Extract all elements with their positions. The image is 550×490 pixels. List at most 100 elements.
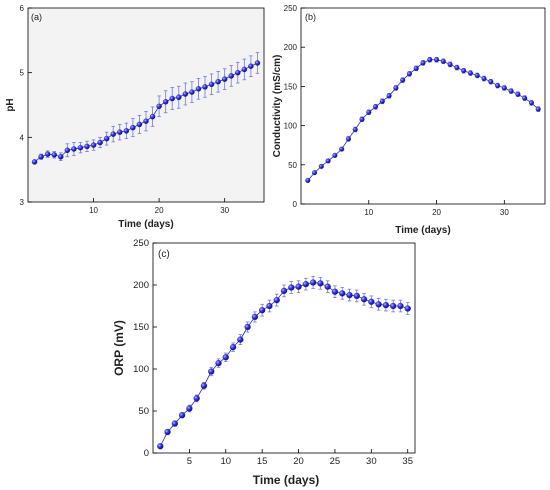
y-tick-label: 150 <box>133 322 149 333</box>
data-markers <box>157 279 411 450</box>
data-point <box>195 86 202 92</box>
y-tick-label: 150 <box>284 82 298 91</box>
data-point <box>379 98 385 104</box>
data-point <box>359 116 365 122</box>
x-tick-label: 20 <box>293 456 304 467</box>
y-ticks: 0 50 100 150 200 250 <box>133 238 157 459</box>
data-point <box>208 368 215 375</box>
y-tick-label: 5 <box>20 69 25 78</box>
chart-panel-orp: 0 50 100 150 200 250 5 10 15 20 25 30 35 (c) Time (… <box>112 238 416 487</box>
x-tick-label: 20 <box>432 208 441 217</box>
data-point <box>339 290 346 297</box>
y-tick-label: 0 <box>144 448 149 459</box>
y-ticks: 3 4 5 6 <box>20 4 32 207</box>
data-point <box>58 153 64 160</box>
y-ticks: 0 50 100 150 200 250 <box>284 4 305 209</box>
data-point <box>178 412 186 419</box>
data-point <box>200 382 208 389</box>
x-tick-label: 10 <box>89 206 98 215</box>
x-axis-label: Time (days) <box>118 219 173 230</box>
data-point <box>288 284 295 291</box>
data-point <box>404 305 411 312</box>
data-point <box>501 85 507 91</box>
x-tick-label: 10 <box>220 456 231 467</box>
data-point <box>51 152 57 158</box>
y-tick-label: 200 <box>133 280 149 291</box>
data-point <box>488 79 494 85</box>
data-point <box>171 420 178 427</box>
data-point <box>345 136 351 142</box>
x-ticks: 5 10 15 20 25 30 35 <box>187 449 413 467</box>
y-tick-label: 200 <box>284 43 298 52</box>
data-point <box>235 69 241 76</box>
data-point <box>162 99 169 105</box>
data-point <box>130 124 136 131</box>
data-point <box>208 81 215 88</box>
data-point <box>324 283 331 290</box>
data-point <box>189 89 195 95</box>
y-tick-label: 0 <box>293 200 298 209</box>
data-point <box>427 57 433 63</box>
data-markers <box>31 60 261 165</box>
data-point <box>221 76 228 82</box>
chart-panel-conductivity: 0 50 100 150 200 250 10 20 30 (b) Time (days) C… <box>272 4 546 236</box>
panel-label: (b) <box>305 12 316 22</box>
data-point <box>215 359 222 367</box>
data-point <box>64 147 71 154</box>
data-point <box>481 76 487 82</box>
plot-frame <box>300 7 546 205</box>
data-point <box>474 72 480 78</box>
data-point <box>71 146 77 152</box>
x-tick-label: 30 <box>220 206 229 215</box>
data-point <box>447 61 453 67</box>
data-point <box>317 280 324 287</box>
y-tick-label: 3 <box>20 198 25 207</box>
data-point <box>305 177 311 184</box>
data-point <box>182 91 189 97</box>
data-point <box>164 428 171 436</box>
plot-frame <box>27 7 265 203</box>
y-tick-label: 100 <box>284 122 298 131</box>
data-point <box>413 65 419 71</box>
data-point <box>38 153 44 160</box>
y-tick-label: 250 <box>133 238 149 249</box>
plot-background <box>153 243 415 453</box>
x-tick-label: 30 <box>366 456 377 467</box>
x-axis-label: Time (days) <box>395 225 450 236</box>
data-point <box>254 60 261 66</box>
y-axis-label: Conductivity (mS/cm) <box>272 55 283 158</box>
data-point <box>393 85 399 91</box>
data-point <box>77 144 84 151</box>
data-point <box>149 113 156 120</box>
data-point <box>228 73 234 79</box>
data-point <box>280 287 288 295</box>
data-point <box>375 301 382 308</box>
data-point <box>434 57 440 63</box>
data-point <box>515 91 521 97</box>
data-point <box>312 170 318 176</box>
data-point <box>535 106 541 112</box>
chart-panel-ph: 3 4 5 6 10 20 30 (a) Time (days) pH <box>5 4 265 230</box>
data-point <box>244 323 251 331</box>
y-tick-label: 4 <box>20 133 25 142</box>
data-point <box>202 84 208 90</box>
data-point <box>123 128 130 134</box>
data-point <box>90 142 97 148</box>
data-point <box>397 302 404 310</box>
data-point <box>229 344 237 351</box>
data-point <box>495 83 501 89</box>
data-point <box>186 405 193 412</box>
data-point <box>44 151 51 157</box>
x-tick-label: 25 <box>330 456 341 467</box>
data-point <box>360 296 368 303</box>
x-tick-label: 35 <box>402 456 413 467</box>
plot-frame <box>152 242 416 454</box>
data-markers <box>305 57 541 184</box>
x-axis-label: Time (days) <box>253 473 319 487</box>
data-point <box>339 146 345 152</box>
x-tick-label: 20 <box>155 206 164 215</box>
data-point <box>117 129 123 135</box>
y-tick-label: 50 <box>288 161 297 170</box>
data-point <box>176 94 182 100</box>
data-point <box>103 135 110 142</box>
